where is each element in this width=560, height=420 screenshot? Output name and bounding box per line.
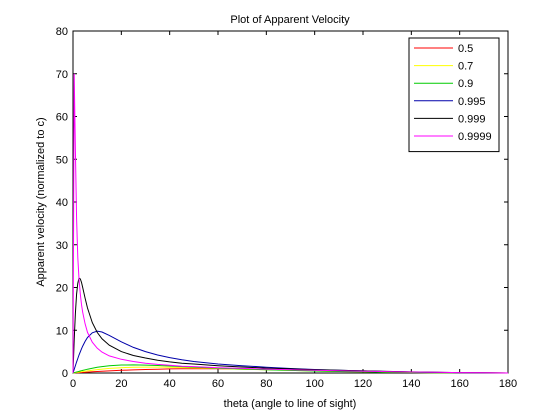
x-tick-label: 180 — [499, 378, 517, 390]
legend-label: 0.9999 — [458, 131, 492, 143]
y-tick-label: 70 — [56, 69, 68, 81]
y-tick-label: 60 — [56, 112, 68, 124]
legend: 0.5 0.7 0.9 0.995 0.999 0.9999 — [408, 37, 500, 153]
legend-label: 0.995 — [458, 96, 486, 108]
legend-label: 0.9 — [458, 78, 473, 90]
legend-label: 0.999 — [458, 113, 486, 125]
series-line-0-999 — [72, 277, 509, 374]
legend-box — [408, 37, 500, 153]
legend-label: 0.5 — [458, 43, 473, 55]
x-tick-label: 100 — [305, 378, 323, 390]
x-axis-label: theta (angle to line of sight) — [224, 398, 357, 410]
y-tick-label: 40 — [56, 197, 68, 209]
x-tick-label: 160 — [450, 378, 468, 390]
y-tick-label: 30 — [56, 240, 68, 252]
x-tick-label: 40 — [164, 378, 176, 390]
series-line-0-9999 — [72, 73, 509, 374]
y-tick-label: 80 — [56, 26, 68, 38]
y-tick-label: 20 — [56, 283, 68, 295]
plot-area: 0 20 40 60 80 100 120 140 160 180 0 10 20 30 40 50 60 70 8… — [56, 26, 517, 390]
x-tick-label: 20 — [115, 378, 127, 390]
y-tick-label: 0 — [62, 368, 68, 380]
x-tick-label: 120 — [354, 378, 372, 390]
y-tick-label: 50 — [56, 154, 68, 166]
x-tick-label: 140 — [402, 378, 420, 390]
x-tick-label: 0 — [70, 378, 76, 390]
y-axis-label: Apparent velocity (normalized to c) — [35, 117, 47, 286]
chart-title: Plot of Apparent Velocity — [230, 14, 350, 26]
y-tick-label: 10 — [56, 325, 68, 337]
x-tick-label: 80 — [260, 378, 272, 390]
x-tick-label: 60 — [212, 378, 224, 390]
series-line-0-9 — [72, 364, 509, 374]
legend-label: 0.7 — [458, 61, 473, 73]
